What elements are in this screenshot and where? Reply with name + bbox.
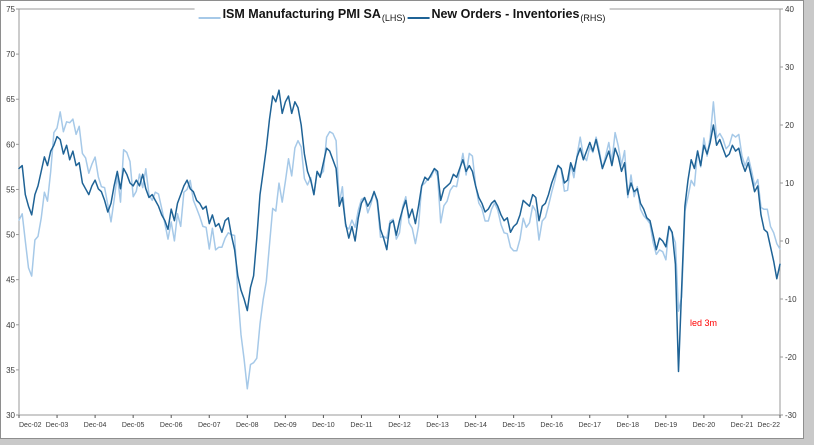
left-axis-tick-label: 30 [6,411,15,420]
pmi-line [18,101,781,390]
left-axis-tick-label: 60 [6,140,15,149]
right-axis-tick-label: -30 [785,411,797,420]
x-axis-tick-label: Dec-06 [160,422,183,429]
x-axis-tick-label: Dec-03 [46,422,69,429]
left-axis-tick-label: 45 [6,276,15,285]
x-axis-tick-label: Dec-08 [236,422,259,429]
right-axis-tick-label: 40 [785,5,794,14]
right-axis-tick-label: 0 [785,237,790,246]
left-axis-tick-label: 35 [6,366,15,375]
x-axis-tick-label: Dec-02 [19,422,42,429]
x-axis-tick-label: Dec-04 [84,422,107,429]
chart-card: 75 70 65 60 55 50 45 40 35 30 40 30 20 10 0 -10 -20 -30 De… [0,0,804,439]
left-axis-tick-label: 65 [6,95,15,104]
noi-legend-swatch [407,17,430,19]
x-axis-tick-label: Dec-05 [122,422,145,429]
chart-legend: ISM Manufacturing PMI SA (LHS) New Order… [194,5,610,23]
noi-line [18,89,781,373]
x-axis-tick-label: Dec-16 [540,422,563,429]
x-axis-tick-label: Dec-19 [655,422,678,429]
right-axis-tick-label: -10 [785,295,797,304]
x-axis-tick-label: Dec-09 [274,422,297,429]
x-axis-tick-label: Dec-11 [350,422,372,429]
left-axis-tick-label: 50 [6,231,15,240]
x-axis-tick-label: Dec-17 [578,422,601,429]
right-axis-tick-label: 20 [785,121,794,130]
x-axis-tick-label: Dec-14 [464,422,487,429]
right-axis-tick-label: -20 [785,353,797,362]
x-axis-tick-label: Dec-22 [757,422,780,429]
x-axis-tick-label: Dec-21 [731,422,754,429]
x-axis-tick-label: Dec-12 [388,422,411,429]
plot-frame [18,8,781,416]
noi-legend-label: New Orders - Inventories [431,7,580,21]
plot-area: 75 70 65 60 55 50 45 40 35 30 40 30 20 10 0 -10 -20 -30 De… [1,1,803,438]
legend-item-noi: New Orders - Inventories (RHS) [407,5,605,23]
pmi-legend-suffix: (LHS) [381,12,406,23]
right-axis-tick-label: 30 [785,63,794,72]
left-axis-tick-label: 70 [6,50,15,59]
left-axis-tick-label: 75 [6,5,15,14]
x-axis-tick-label: Dec-18 [617,422,640,429]
x-axis-tick-label: Dec-10 [312,422,335,429]
right-axis-tick-label: 10 [785,179,794,188]
x-axis-tick-label: Dec-20 [693,422,716,429]
x-axis-tick-label: Dec-13 [426,422,449,429]
x-axis-tick-label: Dec-07 [198,422,221,429]
chart-annotation: led 3m [690,318,718,328]
x-axis-tick-label: Dec-15 [502,422,525,429]
pmi-legend-swatch [198,17,221,19]
legend-item-pmi: ISM Manufacturing PMI SA (LHS) [198,5,406,23]
pmi-legend-label: ISM Manufacturing PMI SA [222,7,381,21]
chart-svg: 75 70 65 60 55 50 45 40 35 30 40 30 20 10 0 -10 -20 -30 De… [6,5,797,429]
noi-legend-suffix: (RHS) [580,12,606,23]
left-axis-tick-label: 55 [6,185,15,194]
left-axis-tick-label: 40 [6,321,15,330]
